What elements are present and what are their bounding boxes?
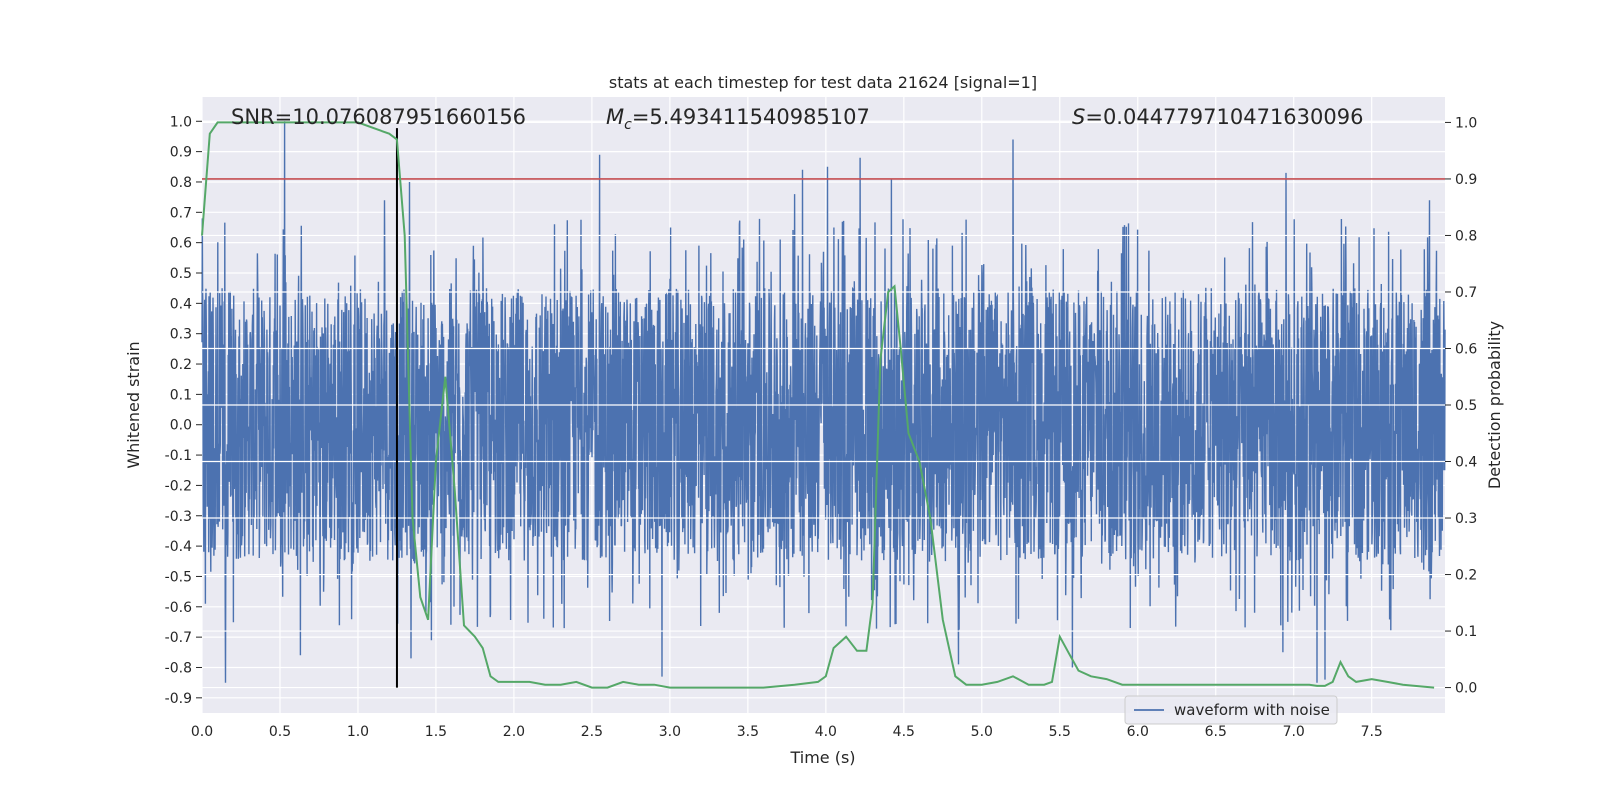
x-tick-label: 3.5	[737, 724, 759, 740]
y-left-tick-label: 0.2	[170, 357, 192, 373]
x-tick-label: 0.0	[191, 724, 213, 740]
y-right-tick-label: 0.9	[1455, 172, 1477, 188]
y-left-axis-label: Whitened strain	[124, 341, 143, 468]
detection-probability-line	[201, 121, 1435, 689]
y-left-tick-label: 0.5	[170, 266, 192, 282]
x-tick-label: 5.0	[971, 724, 993, 740]
y-left-tick-label: 1.0	[170, 114, 192, 130]
y-left-tick-label: 0.9	[170, 145, 192, 161]
x-axis-ticks: 0.0 0.5 1.0 1.5 2.0 2.5 3.0 3.5 4.0 4.5 5.0 5.5 6.0 6…	[191, 724, 1383, 740]
y-right-tick-label: 0.0	[1455, 681, 1477, 697]
y-left-tick-label: 0.0	[170, 418, 192, 434]
snr-annotation: SNR=10.076087951660156	[231, 105, 526, 129]
x-tick-label: 2.0	[503, 724, 525, 740]
x-tick-label: 6.0	[1127, 724, 1149, 740]
chirp-mass-annotation: Mc=5.493411540985107	[606, 105, 870, 133]
y-left-tick-label: 0.7	[170, 205, 192, 221]
y-right-axis-label: Detection probability	[1485, 321, 1504, 489]
y-left-tick-label: 0.3	[170, 327, 192, 343]
x-tick-label: 2.5	[581, 724, 603, 740]
waveform-with-noise-line	[201, 121, 1446, 683]
y-left-tick-label: -0.8	[165, 660, 192, 676]
x-tick-label: 5.5	[1049, 724, 1071, 740]
s-annotation: S=0.044779710471630096	[1072, 105, 1363, 129]
y-left-tick-label: -0.5	[165, 569, 192, 585]
x-tick-label: 4.0	[815, 724, 837, 740]
legend: waveform with noise	[1124, 695, 1338, 725]
y-right-tick-label: 0.5	[1455, 398, 1477, 414]
x-tick-label: 0.5	[269, 724, 291, 740]
y-left-tick-label: -0.3	[165, 509, 192, 525]
x-tick-label: 1.0	[347, 724, 369, 740]
x-axis-label: Time (s)	[789, 748, 855, 767]
y-left-tick-label: 0.6	[170, 236, 192, 252]
x-tick-label: 1.5	[425, 724, 447, 740]
y-right-tick-label: 0.6	[1455, 341, 1477, 357]
x-tick-label: 7.0	[1283, 724, 1305, 740]
x-tick-label: 7.5	[1361, 724, 1383, 740]
y-right-axis-ticks: 1.0 0.9 0.8 0.7 0.6 0.5 0.4 0.3 0.2 0.1 0.0	[1445, 115, 1477, 697]
y-left-tick-label: -0.2	[165, 478, 192, 494]
chart-title: stats at each timestep for test data 216…	[609, 73, 1037, 92]
x-tick-label: 4.5	[893, 724, 915, 740]
legend-box	[1124, 695, 1338, 725]
y-left-tick-label: -0.6	[165, 600, 192, 616]
y-left-tick-label: -0.9	[165, 691, 192, 707]
y-left-tick-label: 0.1	[170, 387, 192, 403]
y-left-tick-label: 0.4	[170, 296, 192, 312]
y-right-tick-label: 1.0	[1455, 115, 1477, 131]
y-right-tick-label: 0.3	[1455, 511, 1477, 527]
legend-label: waveform with noise	[1174, 701, 1330, 719]
y-left-tick-label: -0.7	[165, 630, 192, 646]
x-tick-label: 6.5	[1205, 724, 1227, 740]
y-left-tick-label: -0.1	[165, 448, 192, 464]
y-left-axis-ticks: 1.0 0.9 0.8 0.7 0.6 0.5 0.4 0.3 0.2 0.1 0.0 -0.1 -0.…	[165, 114, 202, 707]
y-right-tick-label: 0.7	[1455, 285, 1477, 301]
y-right-tick-label: 0.1	[1455, 624, 1477, 640]
y-right-tick-label: 0.8	[1455, 228, 1477, 244]
y-right-tick-label: 0.4	[1455, 455, 1477, 471]
x-tick-label: 3.0	[659, 724, 681, 740]
y-left-tick-label: 0.8	[170, 175, 192, 191]
y-right-tick-label: 0.2	[1455, 568, 1477, 584]
y-left-tick-label: -0.4	[165, 539, 192, 555]
